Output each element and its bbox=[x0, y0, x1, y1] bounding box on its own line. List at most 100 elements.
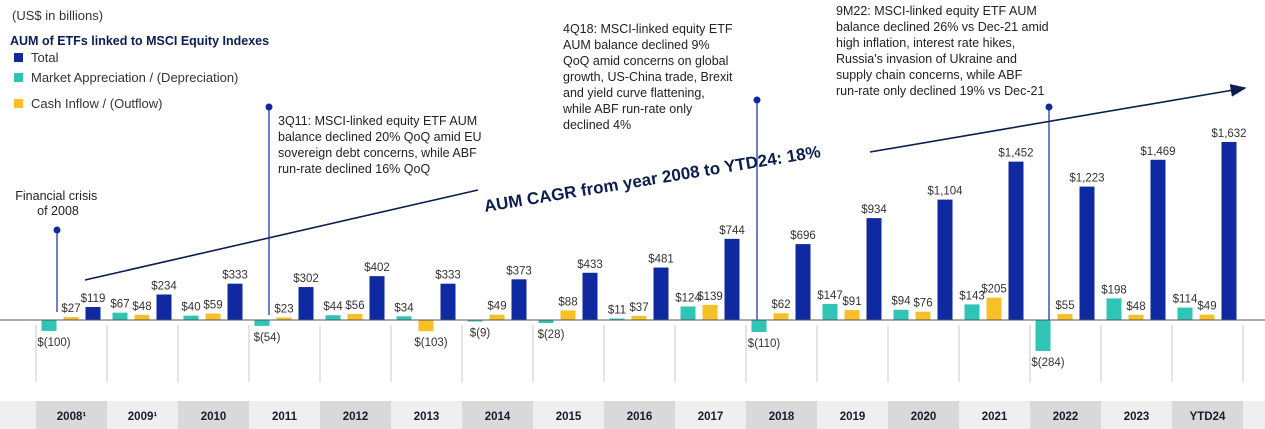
data-label-market: $40 bbox=[181, 302, 200, 314]
bar-cash bbox=[631, 315, 647, 320]
data-label-total: $1,469 bbox=[1140, 146, 1175, 158]
category-label: 2016 bbox=[627, 411, 653, 423]
bar-market bbox=[41, 320, 57, 331]
data-label-market: $(9) bbox=[470, 328, 491, 340]
data-label-total: $1,104 bbox=[927, 186, 963, 198]
bar-market bbox=[751, 320, 767, 332]
data-label-market: $94 bbox=[891, 296, 911, 308]
category-cell bbox=[888, 401, 959, 429]
data-label-total: $1,452 bbox=[998, 148, 1033, 160]
category-cell bbox=[675, 401, 746, 429]
data-label-cash: $205 bbox=[981, 284, 1007, 296]
category-label: 2010 bbox=[201, 411, 227, 423]
category-cell bbox=[746, 401, 817, 429]
category-band: 2008¹ 2009¹ 2010 2011 2012 2013 2014 2015 2016 20… bbox=[0, 401, 1265, 429]
data-label-total: $234 bbox=[151, 280, 177, 292]
bar-total bbox=[298, 287, 314, 320]
bar-cash bbox=[1057, 314, 1073, 320]
bar-market bbox=[1177, 307, 1193, 320]
category-label: 2013 bbox=[414, 411, 440, 423]
category-cell bbox=[1172, 401, 1243, 429]
bar-total bbox=[724, 238, 740, 320]
data-label-total: $934 bbox=[861, 204, 887, 216]
bar-cash bbox=[347, 313, 363, 320]
bar-total bbox=[369, 276, 385, 320]
bar-cash bbox=[134, 314, 150, 320]
bar-market bbox=[893, 309, 909, 320]
bar-total bbox=[227, 283, 243, 320]
bar-cash bbox=[1199, 314, 1215, 320]
data-label-market: $198 bbox=[1101, 284, 1127, 296]
data-label-market: $(110) bbox=[748, 338, 781, 350]
data-label-total: $744 bbox=[719, 225, 745, 237]
bar-cash bbox=[489, 314, 505, 320]
data-label-market: $124 bbox=[675, 292, 701, 304]
q311-pointer-dot bbox=[265, 103, 273, 111]
bar-market bbox=[1106, 298, 1122, 320]
category-cell bbox=[604, 401, 675, 429]
trend-arrow-right bbox=[869, 84, 1247, 153]
data-label-total: $433 bbox=[577, 259, 603, 271]
data-label-cash: $91 bbox=[842, 296, 861, 308]
category-label: 2023 bbox=[1124, 411, 1150, 423]
bar-total bbox=[582, 272, 598, 320]
data-label-market: $34 bbox=[394, 302, 414, 314]
data-label-total: $333 bbox=[435, 270, 461, 282]
data-label-total: $481 bbox=[648, 254, 674, 266]
category-cell bbox=[391, 401, 462, 429]
data-label-cash: $139 bbox=[697, 291, 723, 303]
bar-cash bbox=[986, 297, 1002, 320]
data-label-cash: $55 bbox=[1055, 300, 1074, 312]
data-label-market: $114 bbox=[1173, 294, 1198, 306]
bar-market bbox=[325, 315, 341, 320]
data-label-cash: $49 bbox=[487, 301, 506, 313]
m922-note: 9M22: MSCI-linked equity ETF AUM balance… bbox=[836, 4, 1052, 98]
bar-total bbox=[85, 307, 101, 320]
category-cell bbox=[533, 401, 604, 429]
category-cell bbox=[178, 401, 249, 429]
data-label-market: $(28) bbox=[538, 329, 565, 341]
bar-total bbox=[1150, 159, 1166, 320]
category-label: 2008¹ bbox=[57, 411, 87, 423]
data-label-cash: $37 bbox=[629, 302, 648, 314]
data-label-cash: $27 bbox=[61, 303, 80, 315]
bar-cash bbox=[560, 310, 576, 320]
bar-total bbox=[937, 199, 953, 320]
category-cell bbox=[817, 401, 888, 429]
q418-note: 4Q18: MSCI-linked equity ETF AUM balance… bbox=[562, 22, 736, 132]
q311-note: 3Q11: MSCI-linked equity ETF AUM balance… bbox=[278, 114, 485, 176]
category-label: 2018 bbox=[769, 411, 795, 423]
data-label-cash: $49 bbox=[1197, 301, 1216, 313]
data-label-total: $373 bbox=[506, 265, 532, 277]
data-label-cash: $48 bbox=[132, 301, 151, 313]
bar-cash bbox=[205, 313, 221, 320]
bar-total bbox=[866, 218, 882, 320]
bar-total bbox=[1008, 161, 1024, 320]
category-cell bbox=[1030, 401, 1101, 429]
bar-market bbox=[964, 304, 980, 320]
bar-cash bbox=[702, 304, 718, 320]
legend-swatch-total bbox=[14, 53, 23, 62]
data-label-market: $147 bbox=[817, 290, 843, 302]
category-cell bbox=[959, 401, 1030, 429]
m922-pointer-dot bbox=[1045, 103, 1053, 111]
data-label-market: $67 bbox=[110, 299, 129, 311]
bar-market bbox=[538, 320, 554, 324]
q418-pointer-dot bbox=[753, 96, 761, 104]
category-label: 2017 bbox=[698, 411, 724, 423]
category-label: 2022 bbox=[1053, 411, 1079, 423]
trend-arrow-left bbox=[84, 189, 479, 281]
value-labels: $(100)$27$119 $67 $48$234$40 $59$333$(54)$2… bbox=[37, 128, 1246, 369]
data-label-total: $1,632 bbox=[1211, 128, 1246, 140]
data-label-cash: $56 bbox=[345, 300, 364, 312]
bar-cash bbox=[276, 317, 292, 320]
bar-cash bbox=[773, 313, 789, 320]
bar-market bbox=[822, 303, 838, 320]
legend-label-market: Market Appreciation / (Depreciation) bbox=[31, 70, 238, 85]
data-label-cash: $76 bbox=[913, 298, 932, 310]
bar-market bbox=[609, 318, 625, 320]
data-label-cash: $59 bbox=[203, 300, 222, 312]
bar-total bbox=[1221, 142, 1237, 320]
data-label-total: $696 bbox=[790, 230, 816, 242]
category-label: 2014 bbox=[485, 411, 511, 423]
